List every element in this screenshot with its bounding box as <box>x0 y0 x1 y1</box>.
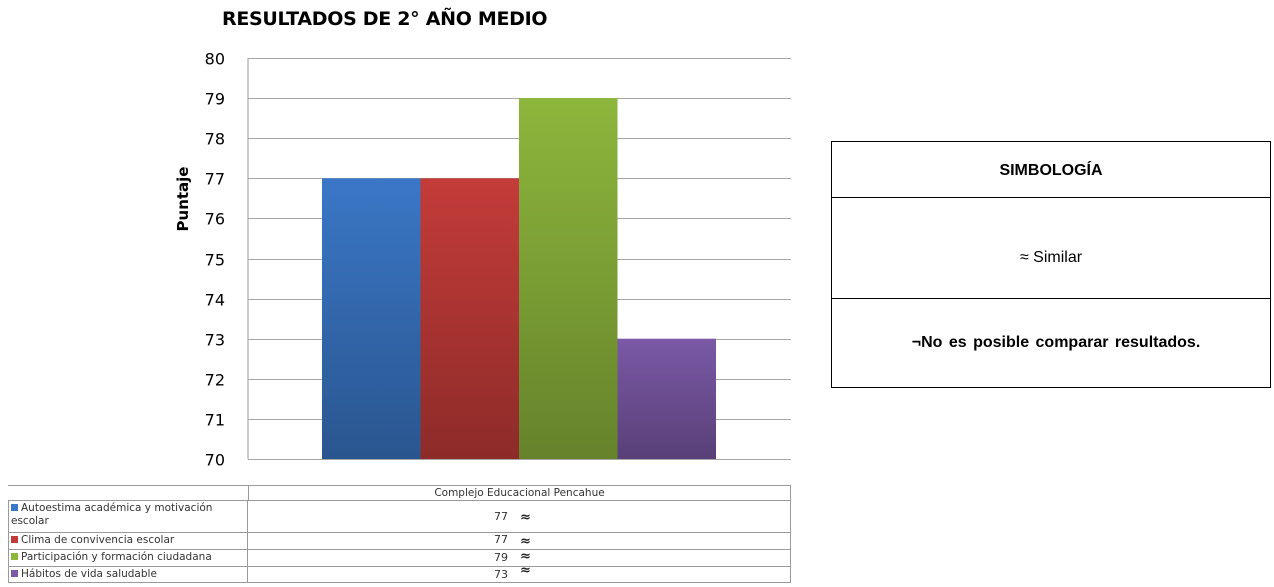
row-value: 73 <box>494 568 508 581</box>
y-tick-label: 76 <box>205 210 225 229</box>
y-tick-label: 73 <box>205 331 225 350</box>
similar-legend-item: ≈ Similar <box>832 198 1270 299</box>
row-label: Participación y formación ciudadana <box>21 551 212 563</box>
similar-symbol: ≈ <box>520 510 531 525</box>
chart-title: RESULTADOS DE 2° AÑO MEDIO <box>222 8 548 30</box>
bars <box>322 98 716 460</box>
table-row: Participación y formación ciudadana 79 ≈ <box>8 549 791 566</box>
table-header-row: Complejo Educacional Pencahue <box>8 485 791 500</box>
not-comparable-legend-item: ¬No es posible comparar resultados. <box>911 334 1201 351</box>
table-row: Hábitos de vida saludable 73 ≈ <box>8 563 791 583</box>
table-row: Autoestima académica y motivación escola… <box>8 500 791 532</box>
y-tick-label: 77 <box>205 170 225 189</box>
category-label: Complejo Educacional Pencahue <box>434 487 605 499</box>
y-tick-label: 79 <box>205 90 225 109</box>
y-tick-label: 80 <box>205 50 225 69</box>
bar-chart: 70 71 72 73 74 75 76 77 78 79 80 Puntaje <box>174 50 791 470</box>
row-label: Autoestima académica y motivación escola… <box>11 502 213 527</box>
symbology-title: SIMBOLOGÍA <box>832 142 1270 198</box>
y-tick-label: 70 <box>205 451 225 470</box>
similar-symbol: ≈ <box>520 534 531 549</box>
data-table: Complejo Educacional Pencahue Autoestima… <box>8 485 791 583</box>
row-label: Hábitos de vida saludable <box>21 568 157 580</box>
bar-1 <box>322 178 421 460</box>
similar-symbol: ≈ <box>520 549 531 564</box>
row-value: 77 <box>494 510 508 523</box>
y-tick-label: 74 <box>205 291 225 310</box>
y-tick-label: 72 <box>205 371 225 390</box>
legend-swatch <box>11 536 18 543</box>
row-value: 77 <box>494 533 508 546</box>
row-value: 79 <box>494 551 508 564</box>
y-tick-label: 78 <box>205 130 225 149</box>
bar-3 <box>519 98 618 459</box>
legend-swatch <box>11 570 18 577</box>
y-tick-label: 75 <box>205 251 225 270</box>
legend-swatch <box>11 504 18 511</box>
similar-symbol: ≈ <box>520 563 531 578</box>
symbology-box: SIMBOLOGÍA ≈ Similar ¬No es posible comp… <box>831 141 1271 388</box>
y-tick-labels: 70 71 72 73 74 75 76 77 78 79 80 <box>205 50 225 470</box>
legend-swatch <box>11 553 18 560</box>
bar-4 <box>617 338 716 459</box>
table-row: Clima de convivencia escolar 77 ≈ <box>8 532 791 549</box>
row-label: Clima de convivencia escolar <box>21 534 175 546</box>
y-axis-label: Puntaje <box>174 167 192 232</box>
bar-2 <box>420 178 519 460</box>
y-tick-label: 71 <box>205 411 225 430</box>
